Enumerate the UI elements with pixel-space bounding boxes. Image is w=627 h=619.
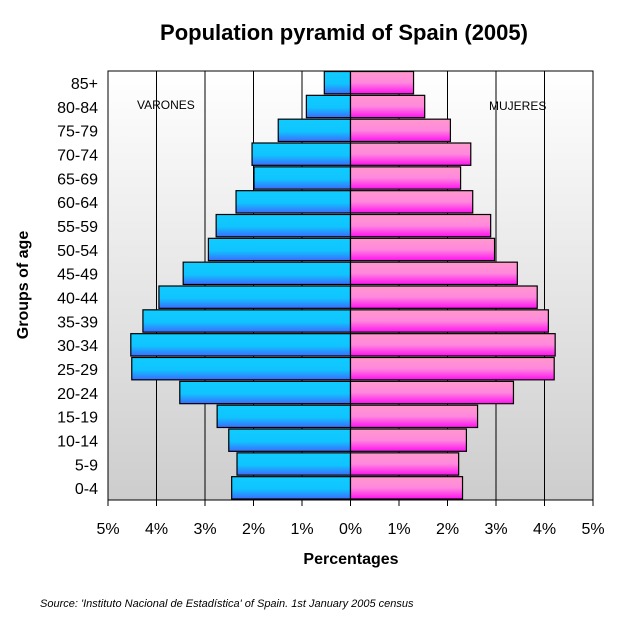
source-note: Source: 'Instituto Nacional de Estadísti…: [40, 598, 414, 610]
y-tick-label: 85+: [71, 76, 98, 93]
y-tick-label: 45-49: [57, 267, 98, 284]
y-tick-label: 5-9: [75, 457, 98, 474]
x-tick-label: 5%: [96, 521, 119, 538]
bar-male: [207, 237, 352, 262]
bar-male: [216, 404, 352, 429]
x-tick-label: 5%: [581, 521, 604, 538]
y-tick-label: 15-19: [57, 410, 98, 427]
bar-male: [253, 166, 352, 190]
y-tick-label: 20-24: [57, 386, 98, 403]
x-tick-label: 4%: [533, 521, 556, 538]
bar-male: [323, 70, 352, 95]
bar-female: [349, 285, 538, 309]
bar-female: [349, 356, 555, 381]
y-tick-label: 25-29: [57, 362, 98, 379]
bar-male: [179, 380, 352, 405]
bar-female: [349, 70, 415, 95]
x-tick-label: 4%: [145, 521, 168, 538]
y-tick-label: 40-44: [57, 290, 98, 307]
y-tick-label: 35-39: [57, 314, 98, 331]
bar-male: [131, 356, 352, 381]
y-tick-label: 75-79: [57, 124, 98, 141]
bar-male: [158, 285, 352, 309]
x-tick-label: 3%: [193, 521, 216, 538]
bar-female: [349, 380, 515, 405]
bar-female: [349, 333, 556, 357]
bar-male: [251, 142, 352, 166]
y-tick-label: 10-14: [57, 433, 98, 450]
x-tick-label: 0%: [339, 521, 362, 538]
x-axis-title: Percentages: [303, 551, 398, 568]
bar-female: [349, 404, 479, 429]
bar-male: [231, 476, 352, 500]
bar-female: [349, 428, 468, 452]
bar-female: [349, 237, 496, 262]
bar-male: [277, 118, 352, 143]
bar-female: [349, 261, 518, 286]
y-tick-label: 70-74: [57, 147, 98, 164]
x-tick-label: 2%: [436, 521, 459, 538]
x-tick-label: 3%: [484, 521, 507, 538]
bar-female: [349, 476, 464, 500]
bar-female: [349, 118, 452, 143]
bar-female: [349, 213, 492, 238]
bar-female: [349, 166, 462, 190]
bar-male: [236, 452, 352, 476]
y-axis-title: Groups of age: [15, 231, 32, 340]
bar-male: [130, 333, 352, 357]
y-tick-label: 30-34: [57, 338, 98, 355]
bar-male: [182, 261, 352, 286]
y-tick-label: 0-4: [75, 481, 98, 498]
x-tick-label: 1%: [290, 521, 313, 538]
x-tick-label: 1%: [387, 521, 410, 538]
bar-female: [349, 309, 549, 333]
bar-female: [349, 452, 460, 476]
chart-title: Population pyramid of Spain (2005): [160, 20, 528, 45]
y-tick-label: 60-64: [57, 195, 98, 212]
bar-male: [142, 309, 352, 333]
bar-female: [349, 142, 472, 166]
y-tick-label: 65-69: [57, 171, 98, 188]
y-tick-label: 50-54: [57, 243, 98, 260]
bar-male: [228, 428, 352, 452]
y-tick-label: 80-84: [57, 100, 98, 117]
bar-female: [349, 94, 426, 119]
legend-varones: VARONES: [137, 98, 195, 112]
bar-male: [235, 190, 352, 214]
y-tick-label: 55-59: [57, 219, 98, 236]
bar-male: [305, 94, 352, 119]
bar-female: [349, 190, 474, 214]
legend-mujeres: MUJERES: [489, 99, 546, 113]
x-tick-label: 2%: [242, 521, 265, 538]
bar-male: [215, 213, 352, 238]
